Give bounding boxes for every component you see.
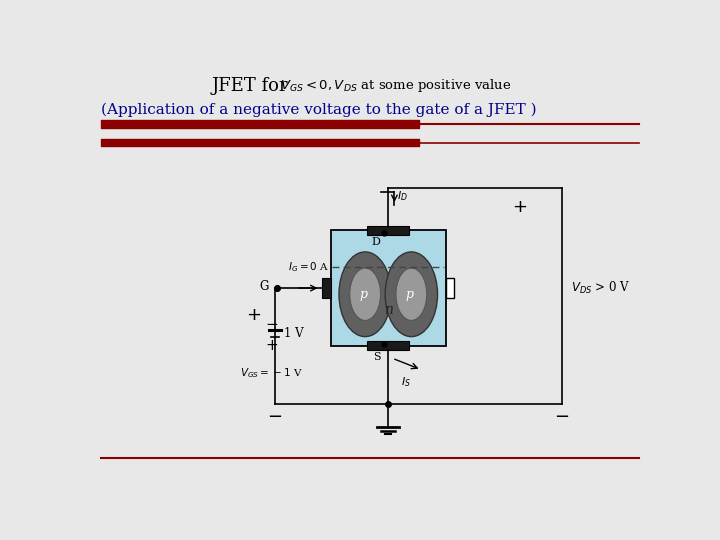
Ellipse shape (350, 268, 381, 320)
Text: −: − (554, 408, 569, 427)
Text: S: S (373, 352, 381, 362)
FancyBboxPatch shape (330, 231, 446, 346)
Text: p: p (359, 288, 368, 301)
Text: $V_{GS}<0, V_{DS}$ at some positive value: $V_{GS}<0, V_{DS}$ at some positive valu… (281, 77, 512, 94)
FancyBboxPatch shape (367, 226, 410, 235)
Text: JFET for: JFET for (211, 77, 294, 96)
Text: (Application of a negative voltage to the gate of a JFET ): (Application of a negative voltage to th… (101, 102, 536, 117)
Ellipse shape (396, 268, 427, 320)
Text: $I_G = 0$ A: $I_G = 0$ A (288, 260, 329, 274)
Text: $V_{DS}$ > 0 V: $V_{DS}$ > 0 V (571, 280, 630, 296)
Text: +: + (246, 306, 261, 324)
Text: −: − (268, 408, 283, 427)
Text: G: G (259, 280, 269, 293)
Text: $I_S$: $I_S$ (401, 375, 411, 389)
Ellipse shape (339, 252, 392, 336)
Ellipse shape (385, 252, 438, 336)
Text: n: n (384, 302, 392, 316)
Text: −: − (266, 317, 279, 332)
FancyBboxPatch shape (322, 279, 330, 298)
FancyBboxPatch shape (367, 341, 410, 350)
Text: 1 V: 1 V (284, 327, 304, 340)
Text: +: + (512, 198, 526, 216)
FancyBboxPatch shape (446, 279, 454, 298)
Text: $V_{GS} = -1$ V: $V_{GS} = -1$ V (240, 367, 303, 381)
Text: +: + (266, 339, 279, 353)
Text: D: D (372, 237, 381, 246)
Text: $I_D$: $I_D$ (397, 190, 408, 204)
Text: p: p (406, 288, 414, 301)
